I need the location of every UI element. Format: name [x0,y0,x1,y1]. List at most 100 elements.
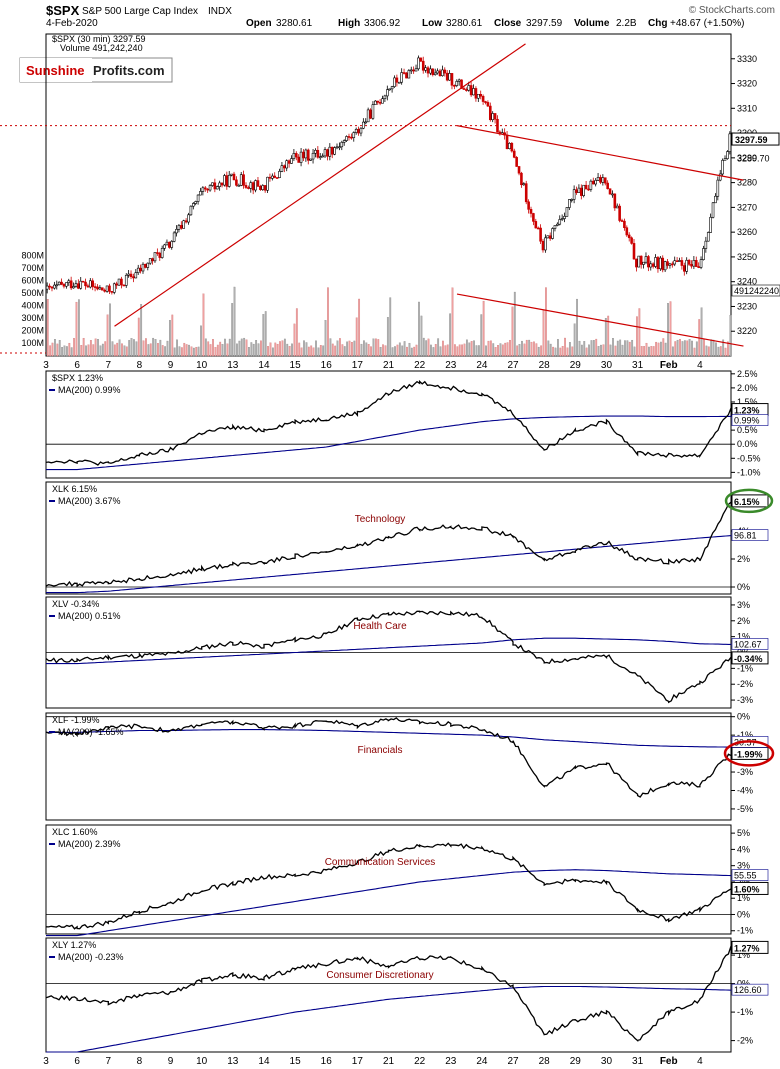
volume-bar [516,345,519,357]
ma-legend: MA(200) 0.51% [58,611,121,621]
low-value: 3280.61 [446,18,483,29]
sector-tick-label: 2.5% [737,369,758,379]
volume-bar [257,343,260,357]
candle-body [472,88,475,96]
volume-bar [636,316,638,357]
volume-bar [283,338,286,357]
volume-bar [322,345,325,357]
volume-bar [204,338,207,357]
candle-body [306,149,310,161]
candle-body [666,261,669,266]
sector-legend: XLV -0.34% [52,599,99,609]
candle-body [575,189,578,193]
candle-body [218,182,221,187]
volume-bar [240,338,243,357]
candle-body [290,158,293,164]
volume-bar [719,346,722,357]
last-value-label: -0.34% [734,654,763,664]
sector-legend: XLK 6.15% [52,484,97,494]
candle-body [678,260,681,262]
sector-tick-label: 1% [737,632,750,642]
candle-body [299,151,303,163]
last-value-tag [731,881,769,895]
volume-bar [513,291,516,357]
candle-body [539,227,542,242]
volume-bar [552,346,555,357]
volume-bar [403,341,406,357]
candle-body [208,185,212,191]
candle-body [697,266,700,268]
volume-bar [446,344,449,357]
volume-bar [200,325,202,357]
sector-tick-label: 0% [737,979,750,989]
candle-body [220,182,224,186]
candle-body [251,182,255,191]
candle-body [280,165,284,172]
candle-body [244,185,248,188]
volume-bar [348,340,351,357]
x-tick-label: 8 [137,360,143,371]
volume-bar [511,306,514,357]
volume-bar [109,303,111,357]
volume-bar [559,347,562,357]
volume-bar [667,303,669,357]
sector-tick-label: -2% [737,1036,753,1046]
high-value: 3306.92 [364,18,401,29]
price-tick-label: 3250 [737,252,757,262]
candle-body [560,218,564,220]
volume-bar [87,344,90,357]
x-tick-label-bottom: 16 [321,1056,333,1067]
x-tick-label: 6 [74,360,80,371]
candle-body [659,257,662,270]
x-tick-label: 31 [632,360,644,371]
candle-body [50,286,54,289]
candle-body [302,151,305,159]
open-label: Open [246,18,272,29]
candle-body [630,237,633,244]
sector-legend: XLF -1.99% [52,715,100,725]
ma-value-label: 96.81 [734,531,757,541]
volume-bar [585,347,588,357]
volume-bar [291,343,293,357]
candle-body [340,141,344,148]
candle-body [692,260,696,267]
volume-bar [406,346,408,357]
volume-bar [260,340,262,357]
candle-body [704,240,708,249]
volume-bar [135,341,138,357]
volume-bar [727,341,729,357]
volume-bar [121,343,123,357]
x-tick-label-bottom: 31 [632,1056,644,1067]
sector-tick-label: 0% [737,909,750,919]
candle-body [441,69,444,77]
volume-bar [46,299,49,357]
volume-bar [549,343,552,357]
volume-tick-label: 500M [21,288,44,298]
volume-bar [386,317,389,357]
volume-bar [614,345,617,357]
sector-tick-label: -1.0% [737,467,761,477]
candle-body [235,179,238,186]
volume-label: Volume [574,18,610,29]
x-tick-label-bottom: 17 [352,1056,364,1067]
volume-bar [499,343,502,357]
candle-body [577,187,581,193]
x-tick-label-bottom: 6 [74,1056,80,1067]
volume-bar [145,338,147,357]
volume-bar [360,343,363,357]
volume-bar [707,346,710,357]
volume-bar [180,347,183,357]
volume-bar [518,343,521,357]
candle-body [635,258,638,268]
candle-body [294,153,298,158]
candle-body [546,235,550,239]
candle-body [215,186,219,190]
candle-body [223,175,226,186]
volume-bar [540,345,543,357]
ma-value-label: 126.60 [734,985,762,995]
volume-bar [604,318,607,357]
candle-body [352,132,356,138]
volume-bar [480,314,483,357]
volume-bar [68,342,71,357]
candle-body [400,72,403,83]
